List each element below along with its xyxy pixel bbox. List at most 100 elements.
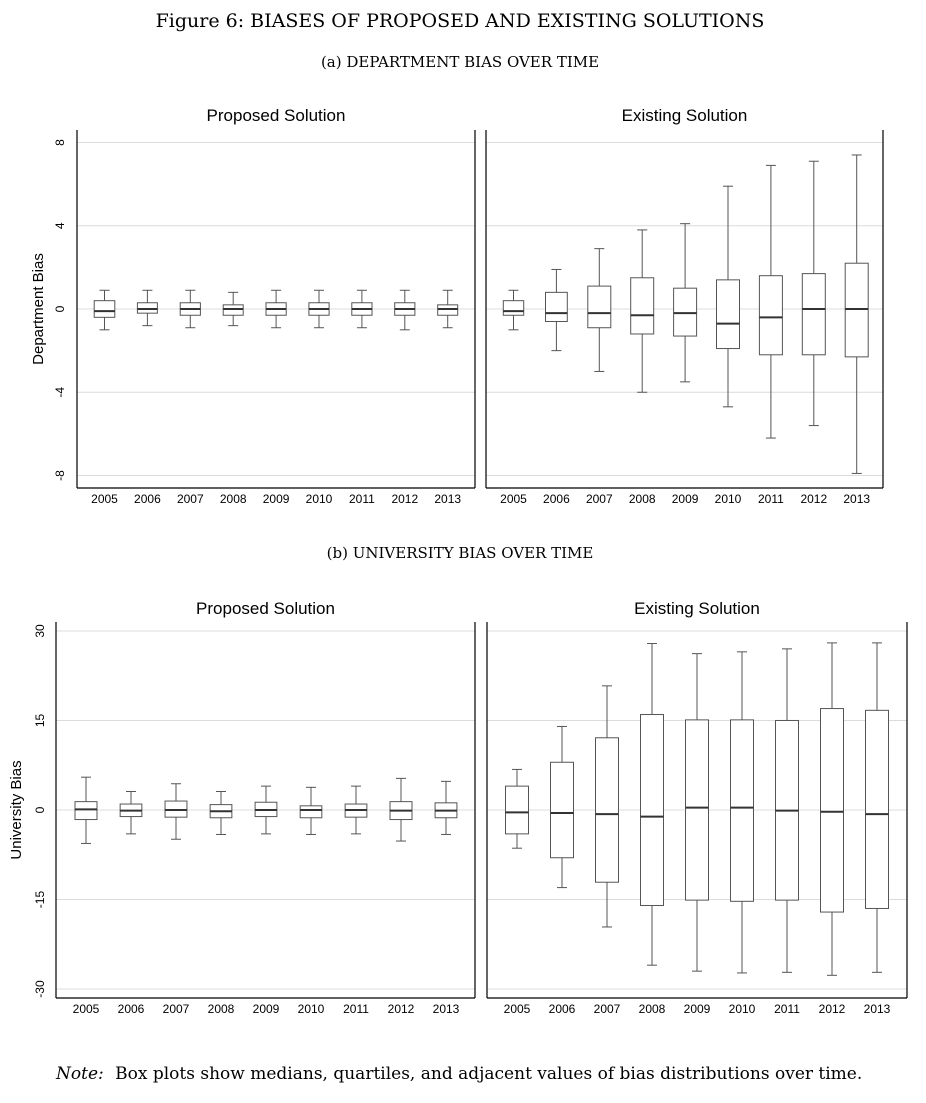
panel-title: Proposed Solution (207, 106, 346, 125)
box-2010 (716, 185, 740, 408)
x-tick-label: 2012 (391, 492, 418, 506)
box-2007 (179, 289, 201, 329)
x-tick-label: 2005 (504, 1002, 531, 1016)
panel-proposed-solution: Proposed Solution 2005 2006 2007 2008 2009 201… (55, 599, 476, 1016)
box-2005 (505, 768, 529, 849)
x-tick-label: 2013 (843, 492, 870, 506)
x-tick-label: 2012 (388, 1002, 415, 1016)
note-label: Note: (55, 1064, 104, 1084)
x-tick-label: 2005 (73, 1002, 100, 1016)
y-tick-label: 30 (33, 624, 47, 638)
figure-title: Figure 6: BIASES OF PROPOSED AND EXISTIN… (156, 10, 765, 32)
x-tick-label: 2007 (586, 492, 613, 506)
x-tick-label: 2010 (298, 1002, 325, 1016)
box-2008 (630, 229, 655, 393)
iqr-box (630, 277, 655, 335)
x-tick-label: 2010 (729, 1002, 756, 1016)
box-2012 (801, 160, 826, 427)
x-tick-label: 2011 (758, 492, 784, 506)
x-tick-label: 2006 (134, 492, 161, 506)
note-text: Box plots show medians, quartiles, and a… (115, 1064, 862, 1084)
box-2011 (758, 164, 783, 439)
x-tick-label: 2007 (594, 1002, 621, 1016)
department-bias-chart: Department Bias -8 -4 0 4 8 Proposed Solution 2… (30, 106, 884, 506)
box-2013 (865, 642, 889, 973)
iqr-box (505, 785, 529, 835)
x-tick-label: 2009 (253, 1002, 280, 1016)
y-tick-label: 0 (53, 305, 67, 312)
box-2005 (74, 776, 98, 844)
chart-b-subtitle: (b) UNIVERSITY BIAS OVER TIME (327, 544, 594, 562)
iqr-box (136, 302, 158, 314)
box-2005 (502, 289, 525, 331)
x-tick-label: 2006 (549, 1002, 576, 1016)
box-2011 (344, 785, 368, 835)
x-tick-label: 2013 (434, 492, 461, 506)
box-2012 (389, 777, 413, 842)
x-tick-label: 2013 (433, 1002, 460, 1016)
iqr-box (685, 719, 709, 901)
box-2007 (587, 248, 612, 372)
box-2009 (254, 785, 278, 835)
box-2011 (351, 289, 373, 329)
iqr-box (844, 262, 869, 358)
y-tick-label: 4 (53, 222, 67, 229)
x-tick-label: 2009 (672, 492, 699, 506)
figure-note: Note: Box plots show medians, quartiles,… (55, 1064, 862, 1084)
chart-a-subtitle: (a) DEPARTMENT BIAS OVER TIME (321, 53, 599, 71)
iqr-box (865, 709, 889, 909)
iqr-box (550, 761, 574, 859)
box-2013 (437, 289, 459, 329)
iqr-box (74, 801, 98, 821)
iqr-box (502, 300, 525, 316)
iqr-box (93, 300, 116, 318)
iqr-box (299, 805, 323, 819)
x-tick-label: 2011 (349, 492, 375, 506)
y-tick-label: -15 (33, 891, 47, 909)
x-tick-label: 2011 (774, 1002, 800, 1016)
iqr-box (820, 708, 844, 913)
iqr-box (673, 287, 698, 337)
box-2012 (820, 642, 844, 976)
iqr-box (640, 714, 664, 906)
x-tick-label: 2007 (163, 1002, 190, 1016)
iqr-box (545, 291, 568, 322)
iqr-box (587, 285, 612, 329)
x-tick-label: 2013 (864, 1002, 891, 1016)
x-tick-label: 2010 (306, 492, 333, 506)
box-2008 (222, 291, 244, 327)
box-2006 (545, 268, 568, 352)
box-2008 (640, 642, 664, 966)
y-tick-label: -8 (53, 470, 67, 481)
x-tick-label: 2008 (208, 1002, 235, 1016)
x-tick-label: 2010 (715, 492, 742, 506)
box-2009 (673, 223, 698, 383)
panel-existing-solution: Existing Solution 2005 2006 2007 2008 2009 201… (485, 106, 884, 506)
x-tick-label: 2008 (220, 492, 247, 506)
box-2012 (394, 289, 416, 331)
x-tick-label: 2008 (629, 492, 656, 506)
panel-title: Existing Solution (634, 599, 760, 618)
y-tick-label: -30 (33, 980, 47, 998)
panel-title: Proposed Solution (196, 599, 335, 618)
box-2006 (550, 725, 574, 889)
x-tick-label: 2007 (177, 492, 204, 506)
box-2006 (119, 790, 143, 835)
y-axis-label: University Bias (8, 760, 25, 859)
y-tick-label: 8 (53, 139, 67, 146)
box-2013 (434, 780, 458, 835)
box-2005 (93, 289, 116, 331)
y-tick-label: 15 (33, 713, 47, 727)
x-tick-label: 2011 (343, 1002, 369, 1016)
x-tick-label: 2012 (819, 1002, 846, 1016)
box-2009 (265, 289, 287, 329)
y-tick-label: 0 (33, 806, 47, 813)
iqr-box (758, 275, 783, 356)
box-2006 (136, 289, 158, 327)
y-tick-label: -4 (53, 387, 67, 398)
x-tick-label: 2009 (263, 492, 290, 506)
box-2007 (164, 783, 188, 840)
iqr-box (595, 737, 619, 883)
box-2007 (595, 685, 619, 928)
